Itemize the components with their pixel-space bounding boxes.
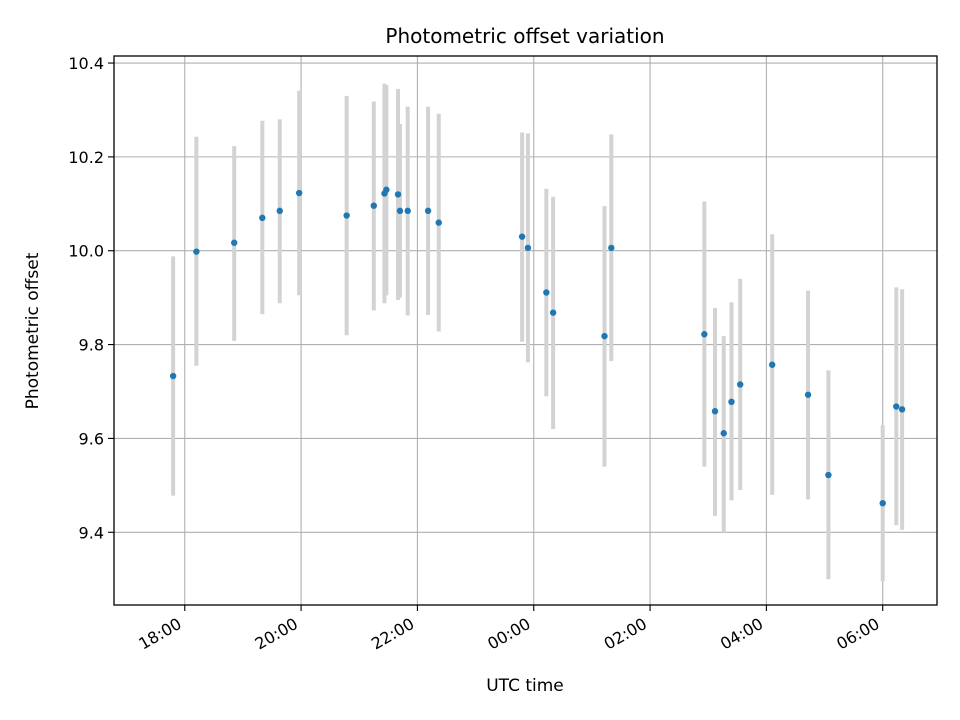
y-tick-label: 9.8 [79, 336, 104, 355]
data-point [193, 248, 200, 255]
y-tick-label: 9.4 [79, 523, 104, 542]
data-point [701, 331, 708, 338]
data-point [424, 207, 432, 215]
data-point [396, 207, 404, 215]
data-point [231, 239, 238, 246]
data-point [276, 207, 283, 215]
data-point [169, 372, 177, 380]
chart-title: Photometric offset variation [385, 24, 664, 48]
y-tick-label: 10.0 [68, 242, 104, 261]
data-point [295, 189, 303, 197]
y-tick-label: 10.2 [68, 148, 104, 167]
data-point [543, 289, 550, 296]
y-tick-label: 10.4 [68, 54, 104, 73]
data-point [394, 191, 402, 198]
data-point [879, 499, 886, 507]
data-point [549, 309, 557, 316]
data-point [737, 381, 744, 388]
data-point [601, 332, 608, 340]
data-point [825, 471, 832, 479]
data-point [608, 244, 615, 252]
data-point [720, 430, 727, 437]
data-point [769, 361, 776, 368]
data-point [728, 398, 735, 406]
data-point [711, 408, 719, 415]
y-tick-label: 9.6 [79, 429, 104, 448]
data-point [343, 212, 350, 219]
data-point [518, 233, 526, 240]
data-points [169, 186, 906, 507]
plot-frame [113, 55, 938, 606]
data-point [524, 244, 532, 252]
data-point [435, 219, 442, 226]
data-point [804, 391, 812, 398]
data-point [370, 202, 377, 209]
data-point [898, 406, 906, 413]
data-point [893, 403, 900, 410]
y-axis-ticks: 9.4 9.6 9.8 10.0 10.2 10.4 [68, 54, 114, 542]
data-point [259, 214, 266, 222]
y-axis-title: Photometric offset [23, 252, 43, 409]
data-point [383, 186, 390, 193]
x-axis-title: UTC time [486, 676, 564, 696]
data-point [404, 207, 411, 215]
grid [114, 56, 937, 605]
